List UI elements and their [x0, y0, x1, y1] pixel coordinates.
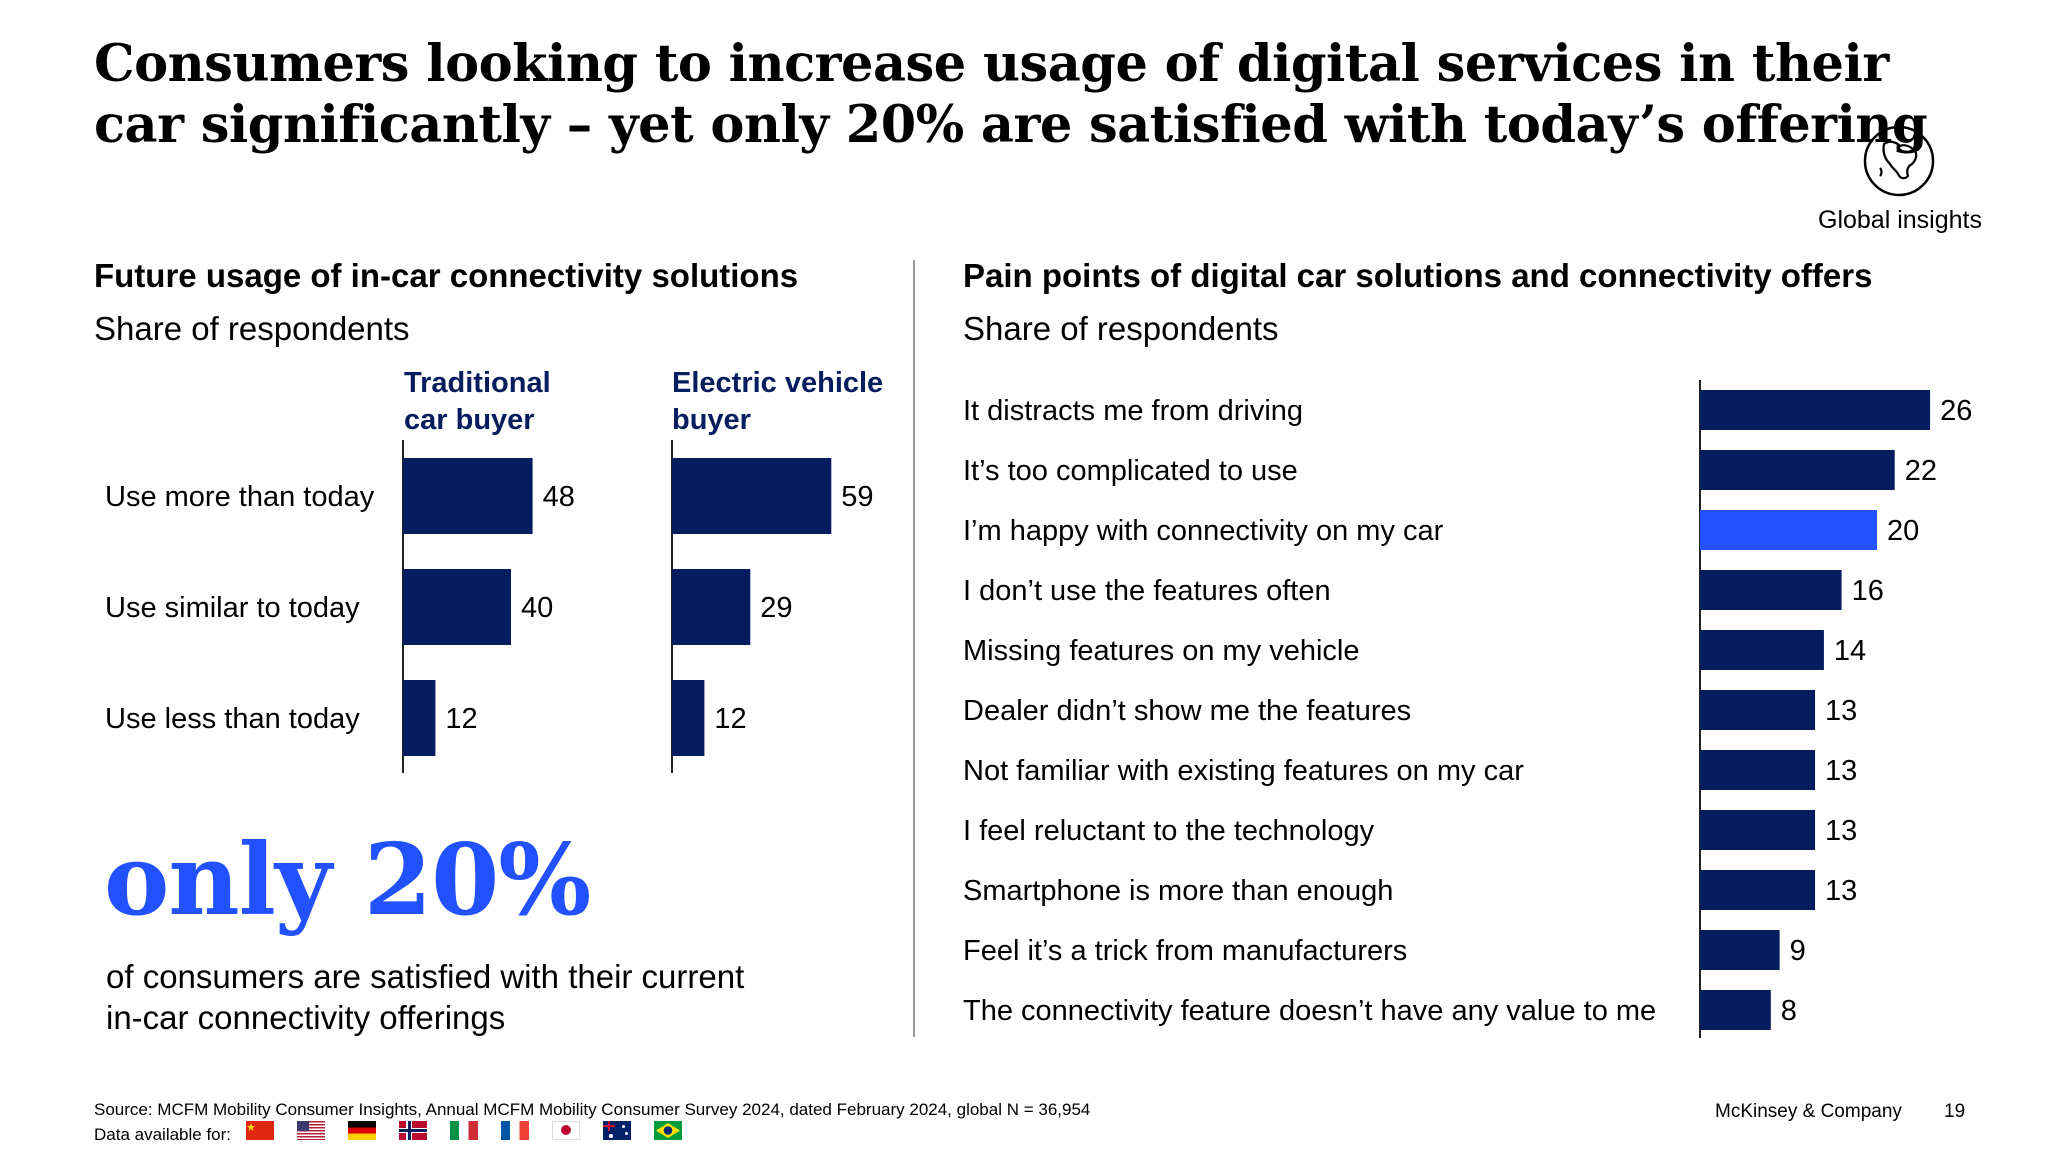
bar-pain-point-1: [1700, 390, 1931, 430]
bar-pain-point-11: [1700, 990, 1771, 1030]
category-label-pain-point-10: Feel it’s a trick from manufacturers: [963, 935, 1407, 967]
category-label-pain-point-5: Missing features on my vehicle: [963, 635, 1360, 667]
data-label-pain-point-6: 13: [1825, 695, 1857, 727]
bar-pain-point-5: [1700, 630, 1824, 670]
data-label-ev-1: 59: [841, 481, 873, 513]
data-label-pain-point-1: 26: [1940, 395, 1972, 427]
category-label-pain-point-2: It’s too complicated to use: [963, 455, 1298, 487]
page-title: Consumers looking to increase usage of d…: [94, 34, 1928, 155]
bar-traditional-3: [403, 680, 436, 756]
data-label-pain-point-4: 16: [1852, 575, 1884, 607]
page-number: 19: [1944, 1101, 1966, 1122]
category-label-3: Use less than today: [105, 703, 360, 735]
column-header-ev: Electric vehicle buyer: [672, 365, 883, 439]
highlight-description: of consumers are satisfied with their cu…: [106, 956, 866, 1038]
data-label-traditional-1: 48: [543, 481, 575, 513]
category-label-pain-point-4: I don’t use the features often: [963, 575, 1331, 607]
left-section-title: Future usage of in-car connectivity solu…: [94, 257, 799, 294]
data-label-traditional-3: 12: [445, 703, 477, 735]
source-note: Source: MCFM Mobility Consumer Insights,…: [94, 1100, 1091, 1119]
right-section-subtitle: Share of respondents: [963, 310, 1279, 347]
data-available-label: Data available for:: [94, 1125, 232, 1144]
bar-pain-point-2: [1700, 450, 1895, 490]
category-label-2: Use similar to today: [105, 592, 360, 624]
category-label-pain-point-1: It distracts me from driving: [963, 395, 1303, 427]
category-label-pain-point-8: I feel reluctant to the technology: [963, 815, 1375, 847]
australia-flag-icon: [603, 1121, 631, 1140]
japan-flag-icon: [552, 1121, 580, 1140]
usa-flag-icon: [297, 1121, 325, 1140]
highlight-description-line2: in-car connectivity offerings: [106, 999, 506, 1036]
data-label-pain-point-2: 22: [1905, 455, 1937, 487]
data-label-ev-3: 12: [714, 703, 746, 735]
italy-flag-icon: [450, 1121, 478, 1140]
bar-pain-point-3: [1700, 510, 1877, 550]
bar-pain-point-7: [1700, 750, 1816, 790]
data-label-pain-point-5: 14: [1834, 635, 1866, 667]
data-label-traditional-2: 40: [521, 592, 553, 624]
data-label-pain-point-7: 13: [1825, 755, 1857, 787]
category-label-pain-point-3: I’m happy with connectivity on my car: [963, 515, 1444, 547]
data-label-ev-2: 29: [760, 592, 792, 624]
column-header-ev-line2: buyer: [672, 404, 751, 436]
bar-ev-2: [672, 569, 751, 645]
brazil-flag-icon: [654, 1121, 682, 1140]
category-label-pain-point-9: Smartphone is more than enough: [963, 875, 1393, 907]
data-label-pain-point-9: 13: [1825, 875, 1857, 907]
global-insights-label: Global insights: [1818, 206, 1982, 234]
globe-icon: [1863, 125, 1935, 197]
right-section-title: Pain points of digital car solutions and…: [963, 257, 1873, 294]
column-header-traditional-line1: Traditional: [404, 367, 551, 399]
data-label-pain-point-10: 9: [1790, 935, 1806, 967]
brand-name: McKinsey & Company: [1715, 1101, 1902, 1122]
bar-pain-point-9: [1700, 870, 1816, 910]
bar-traditional-1: [403, 458, 533, 534]
left-section-subtitle: Share of respondents: [94, 310, 410, 347]
china-flag-icon: [246, 1121, 274, 1140]
france-flag-icon: [501, 1121, 529, 1140]
bar-pain-point-6: [1700, 690, 1816, 730]
country-flags: [246, 1121, 682, 1140]
bar-ev-3: [672, 680, 705, 756]
data-label-pain-point-11: 8: [1781, 995, 1797, 1027]
bar-pain-point-4: [1700, 570, 1842, 610]
category-label-pain-point-7: Not familiar with existing features on m…: [963, 755, 1524, 787]
category-label-pain-point-11: The connectivity feature doesn’t have an…: [963, 995, 1656, 1027]
column-header-traditional: Traditional car buyer: [404, 365, 551, 439]
bar-pain-point-8: [1700, 810, 1816, 850]
column-header-traditional-line2: car buyer: [404, 404, 535, 436]
highlight-number: only 20%: [104, 823, 591, 938]
data-label-pain-point-3: 20: [1887, 515, 1919, 547]
category-label-pain-point-6: Dealer didn’t show me the features: [963, 695, 1411, 727]
bar-pain-point-10: [1700, 930, 1780, 970]
highlight-description-line1: of consumers are satisfied with their cu…: [106, 958, 745, 995]
section-divider: [913, 260, 915, 1037]
norway-flag-icon: [399, 1121, 427, 1140]
category-label-1: Use more than today: [105, 481, 375, 513]
germany-flag-icon: [348, 1121, 376, 1140]
data-label-pain-point-8: 13: [1825, 815, 1857, 847]
bar-traditional-2: [403, 569, 511, 645]
bar-ev-1: [672, 458, 832, 534]
column-header-ev-line1: Electric vehicle: [672, 367, 884, 399]
